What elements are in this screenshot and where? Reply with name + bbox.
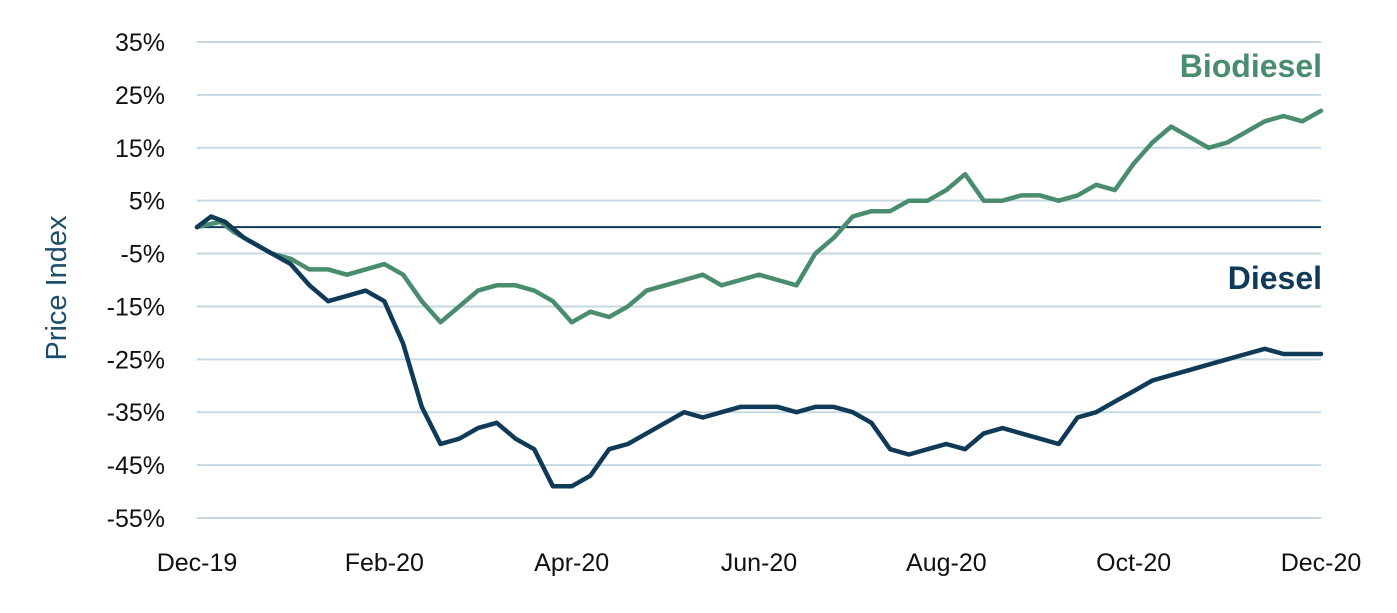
x-tick-label: Feb-20 [345, 549, 424, 577]
gridlines [197, 41, 1321, 519]
legend-diesel-label: Diesel [1228, 260, 1322, 296]
x-tick-label: Dec-19 [157, 549, 238, 577]
diesel-series-line [194, 214, 1324, 489]
y-axis-ticks: 35% 25% 15% 5% -5% -15% -25% -35% -45% -55% [107, 29, 165, 533]
y-tick-label: 5% [129, 188, 165, 216]
y-tick-label: 15% [115, 135, 165, 163]
y-tick-label: -35% [107, 399, 165, 427]
x-tick-label: Jun-20 [721, 549, 797, 577]
x-tick-label: Oct-20 [1096, 549, 1171, 577]
x-tick-label: Apr-20 [534, 549, 609, 577]
x-tick-label: Aug-20 [906, 549, 987, 577]
biodiesel-series-line [194, 108, 1324, 325]
y-tick-label: -45% [107, 452, 165, 480]
y-tick-label: -15% [107, 293, 165, 321]
y-tick-label: -55% [107, 505, 165, 533]
x-axis-ticks: Dec-19 Feb-20 Apr-20 Jun-20 Aug-20 Oct-20 Dec-… [157, 549, 1362, 577]
y-axis-label: Price Index [41, 215, 73, 361]
y-tick-label: 35% [115, 29, 165, 57]
y-tick-label: 25% [115, 82, 165, 110]
x-tick-label: Dec-20 [1281, 549, 1362, 577]
y-tick-label: -25% [107, 346, 165, 374]
y-tick-label: -5% [121, 241, 165, 269]
series-lines [194, 108, 1324, 489]
legend-biodiesel-label: Biodiesel [1180, 48, 1322, 84]
